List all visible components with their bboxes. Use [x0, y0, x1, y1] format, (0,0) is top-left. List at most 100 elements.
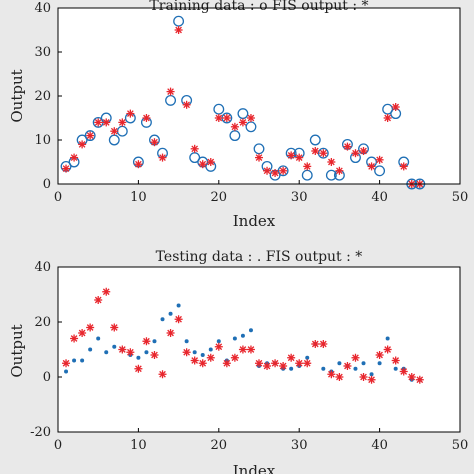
data-point-asterisk	[174, 315, 183, 324]
data-point-asterisk	[375, 351, 384, 359]
x-tick-label: 20	[211, 190, 228, 205]
data-point-dot	[152, 339, 157, 344]
y-tick-label: 0	[43, 370, 51, 385]
data-point-asterisk	[142, 337, 151, 346]
data-point-dot	[216, 339, 221, 344]
data-point-asterisk	[295, 359, 304, 368]
y-tick-label: 40	[34, 1, 51, 16]
data-point-dot	[168, 311, 173, 316]
data-point-circle	[84, 130, 96, 142]
data-point-asterisk	[78, 140, 87, 149]
data-point-asterisk	[78, 329, 87, 337]
data-point-asterisk	[287, 151, 296, 160]
data-point-asterisk	[263, 362, 272, 370]
data-point-asterisk	[391, 103, 400, 111]
data-point-asterisk	[150, 138, 159, 147]
data-point-dot	[176, 303, 181, 308]
data-point-asterisk	[415, 375, 424, 384]
data-point-dot	[377, 361, 382, 366]
data-point-asterisk	[190, 144, 199, 153]
data-point-asterisk	[343, 362, 352, 370]
data-point-circle	[382, 103, 394, 115]
y-axis-label: Output	[8, 69, 26, 122]
data-point-dot	[248, 328, 253, 333]
data-point-asterisk	[166, 329, 175, 337]
x-tick-label: 30	[291, 190, 308, 205]
testing-chart: Testing data : . FIS output : * Index Ou…	[8, 249, 468, 474]
data-point-asterisk	[343, 142, 352, 151]
data-point-dot	[200, 353, 205, 357]
data-point-asterisk	[118, 345, 127, 354]
tick-labels: 0 10 20 30 40 50 0 10 20 30 40	[34, 1, 468, 205]
data-point-asterisk	[238, 118, 247, 127]
y-tick-label: -20	[30, 425, 51, 440]
x-tick-label: 40	[371, 438, 388, 453]
x-tick-label: 0	[54, 190, 62, 205]
data-point-asterisk	[182, 348, 191, 357]
data-point-asterisk	[311, 147, 320, 155]
data-point-dot	[88, 347, 93, 352]
x-tick-label: 10	[130, 190, 147, 205]
data-point-dot	[305, 355, 310, 360]
axes-frame	[57, 7, 461, 185]
data-point-asterisk	[399, 162, 408, 171]
data-point-asterisk	[255, 359, 263, 368]
data-point-asterisk	[359, 147, 368, 155]
training-chart: Training data : o FIS output : * Index O…	[8, 0, 468, 230]
data-point-asterisk	[319, 340, 328, 348]
data-point-asterisk	[86, 131, 95, 140]
plot-area	[58, 267, 460, 432]
data-point-asterisk	[383, 345, 392, 354]
data-point-dot	[192, 350, 197, 355]
data-point-asterisk	[174, 26, 183, 34]
data-point-asterisk	[359, 373, 368, 381]
x-axis-label: Index	[233, 462, 276, 474]
data-point-asterisk	[70, 334, 79, 343]
y-tick-label: 0	[43, 177, 51, 192]
data-point-asterisk	[255, 153, 263, 162]
data-point-asterisk	[351, 353, 360, 362]
x-tick-label: 0	[54, 438, 62, 453]
data-point-asterisk	[126, 348, 135, 357]
data-point-asterisk	[62, 164, 71, 173]
data-point-dot	[393, 366, 398, 371]
data-point-asterisk	[222, 359, 231, 368]
x-tick-label: 30	[291, 438, 308, 453]
x-tick-label: 40	[371, 190, 388, 205]
data-point-dot	[289, 366, 294, 371]
data-point-asterisk	[335, 373, 344, 381]
data-point-dot	[361, 361, 366, 366]
data-point-asterisk	[94, 118, 103, 127]
data-point-dot	[96, 336, 101, 341]
x-tick-label: 20	[211, 438, 228, 453]
data-point-asterisk	[246, 114, 255, 122]
data-point-asterisk	[142, 114, 151, 122]
data-point-asterisk	[287, 353, 296, 362]
data-point-asterisk	[70, 153, 79, 162]
data-point-asterisk	[238, 345, 247, 354]
data-point-dot	[240, 333, 245, 338]
data-point-dot	[160, 317, 165, 322]
y-tick-label: 20	[34, 89, 51, 104]
data-point-dot	[144, 350, 149, 355]
data-point-asterisk	[214, 114, 223, 122]
data-point-asterisk	[134, 364, 143, 373]
y-tick-label: 10	[34, 133, 51, 148]
y-tick-label: 30	[34, 45, 51, 60]
data-point-asterisk	[327, 158, 336, 166]
chart-title: Training data : o FIS output : *	[149, 0, 368, 14]
data-point-asterisk	[279, 166, 288, 175]
data-point-asterisk	[182, 100, 191, 109]
data-point-dot	[112, 344, 117, 349]
y-axis-label: Output	[8, 324, 26, 377]
data-point-asterisk	[118, 118, 127, 127]
data-point-asterisk	[126, 109, 135, 118]
data-point-asterisk	[407, 373, 416, 381]
data-point-asterisk	[166, 87, 175, 96]
data-point-circle	[325, 169, 337, 181]
data-point-asterisk	[279, 362, 288, 370]
data-point-asterisk	[198, 359, 207, 368]
data-point-asterisk	[327, 370, 336, 379]
data-point-asterisk	[102, 118, 111, 127]
